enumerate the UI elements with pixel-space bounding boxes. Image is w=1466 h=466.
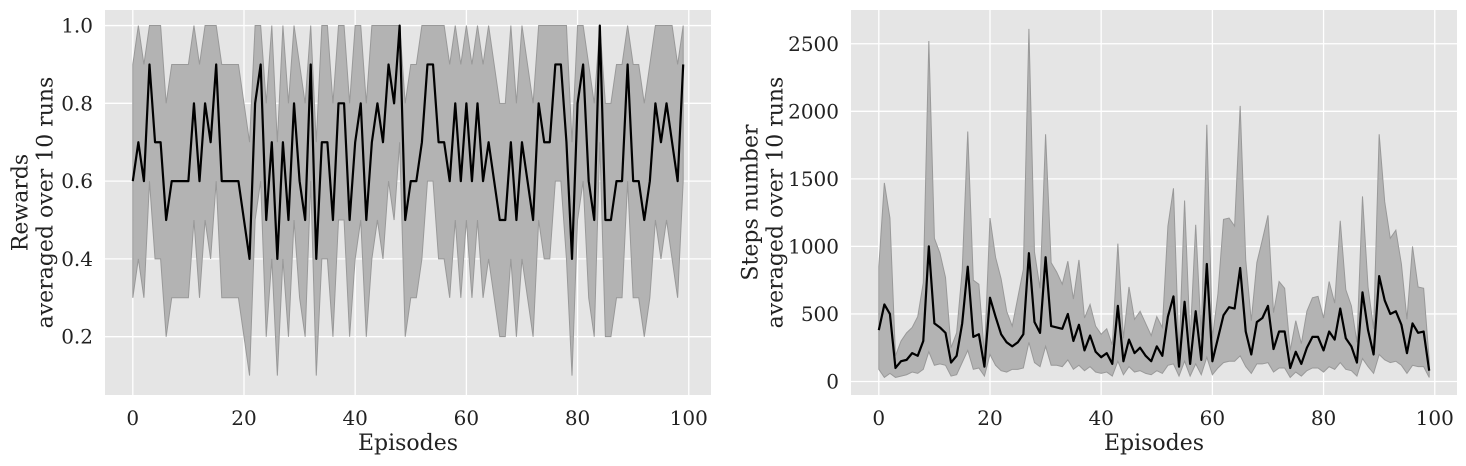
x-tick-label: 40 xyxy=(342,406,367,430)
x-tick-label: 0 xyxy=(126,406,139,430)
y-tick-label: 0 xyxy=(826,369,839,393)
x-tick-label: 100 xyxy=(670,406,708,430)
y-tick-label: 1000 xyxy=(788,234,839,258)
y-tick-label: 1500 xyxy=(788,167,839,191)
y-tick-label: 0.2 xyxy=(61,325,93,349)
steps-panel: 0 20 40 60 80 10005001000150020002500Episodes… xyxy=(739,10,1457,456)
x-tick-label: 0 xyxy=(872,406,885,430)
y-tick-label: 2000 xyxy=(788,99,839,123)
y-tick-label: 500 xyxy=(801,302,839,326)
x-tick-label: 20 xyxy=(231,406,256,430)
mean-line xyxy=(131,24,685,260)
x-tick-label: 80 xyxy=(1311,406,1336,430)
x-tick-label: 60 xyxy=(454,406,479,430)
y-tick-label: 0.6 xyxy=(61,169,93,193)
x-tick-label: 80 xyxy=(565,406,590,430)
y-axis-label: averaged over 10 runs xyxy=(764,77,789,329)
x-tick-label: 40 xyxy=(1088,406,1113,430)
y-axis-label: Rewards xyxy=(9,154,34,251)
y-axis-label: averaged over 10 runs xyxy=(34,77,59,329)
y-tick-label: 0.8 xyxy=(61,91,93,115)
x-tick-label: 100 xyxy=(1416,406,1454,430)
y-tick-label: 0.4 xyxy=(61,247,93,271)
y-axis-label: Steps number xyxy=(739,124,764,281)
rewards-panel: 0 20 40 60 80 100 0.2 0.4 0.6 0.8 1.0 Episodes Rewar… xyxy=(9,10,711,456)
x-axis-label: Episodes xyxy=(358,431,458,456)
y-tick-label: 1.0 xyxy=(61,14,93,38)
x-tick-label: 20 xyxy=(977,406,1002,430)
x-axis-label: Episodes xyxy=(1104,431,1204,456)
mean-line xyxy=(877,245,1431,371)
x-tick-label: 60 xyxy=(1200,406,1225,430)
y-tick-label: 2500 xyxy=(788,32,839,56)
